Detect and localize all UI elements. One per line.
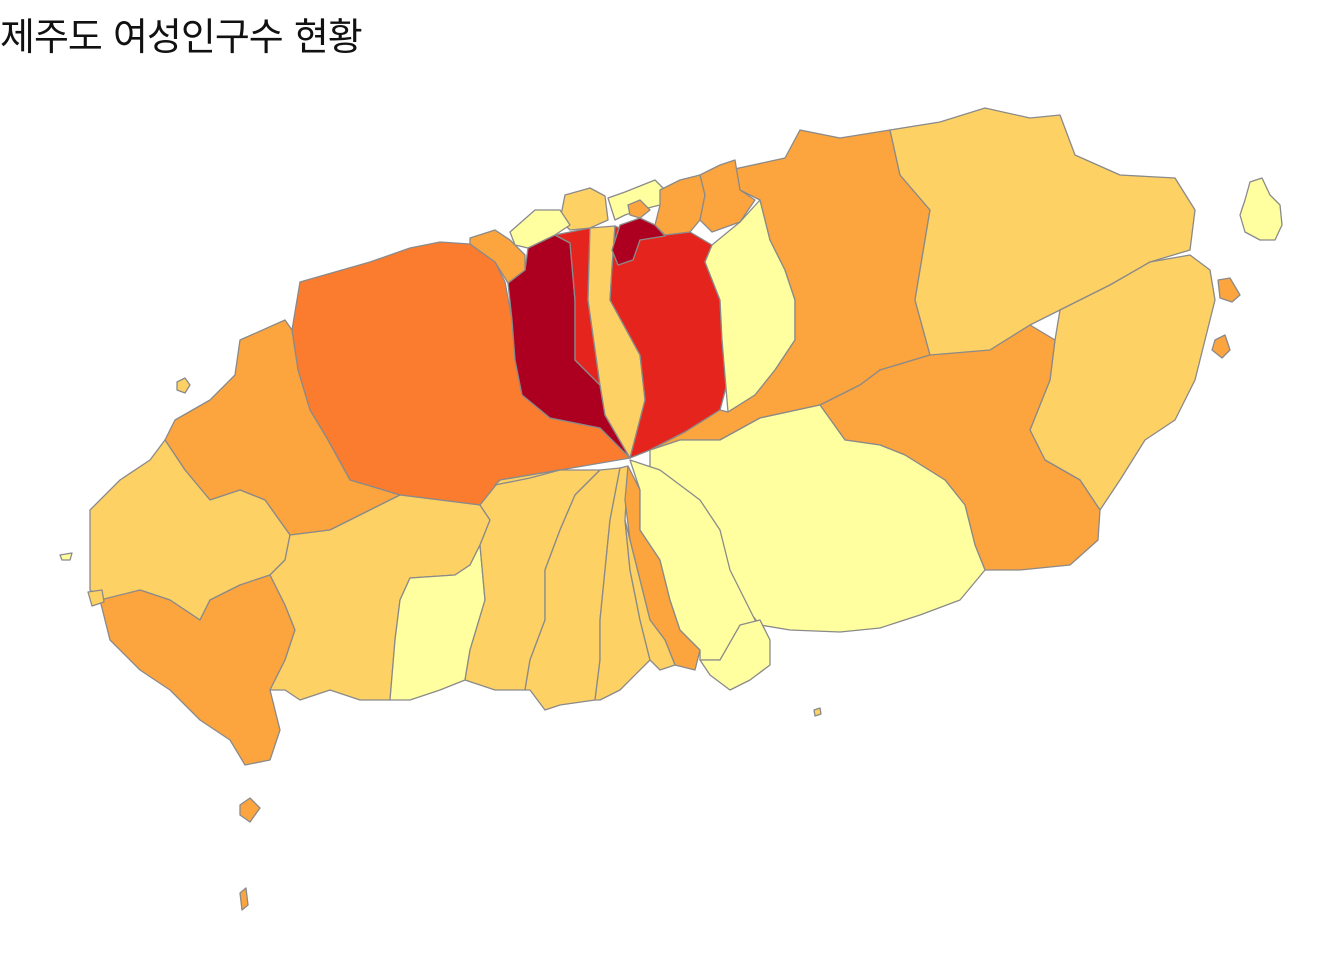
island-udo[interactable] <box>1239 177 1283 241</box>
island-east-point[interactable] <box>1217 277 1241 303</box>
region-seogwipo-central-b[interactable] <box>624 519 676 671</box>
region-jeju-dark-red-b[interactable] <box>611 217 666 266</box>
island-south-small[interactable] <box>813 707 822 717</box>
island-gapado[interactable] <box>239 797 261 823</box>
region-jeju-north-c[interactable] <box>509 209 571 249</box>
region-jeju-north-f[interactable] <box>699 159 756 233</box>
region-jeju-north-b[interactable] <box>494 469 561 486</box>
region-jeju-north-e[interactable] <box>654 174 706 236</box>
region-seogwipo-coast[interactable] <box>699 619 771 691</box>
region-jeju-north-g[interactable] <box>627 199 651 219</box>
island-east-small[interactable] <box>1211 334 1231 359</box>
island-marado[interactable] <box>239 887 249 911</box>
island-sw-coast[interactable] <box>87 589 105 607</box>
map-title: 제주도 여성인구수 현황 <box>0 15 363 59</box>
island-nearshore-west[interactable] <box>59 552 73 561</box>
region-aewol-north[interactable] <box>469 229 526 284</box>
island-west-small[interactable] <box>176 377 191 394</box>
